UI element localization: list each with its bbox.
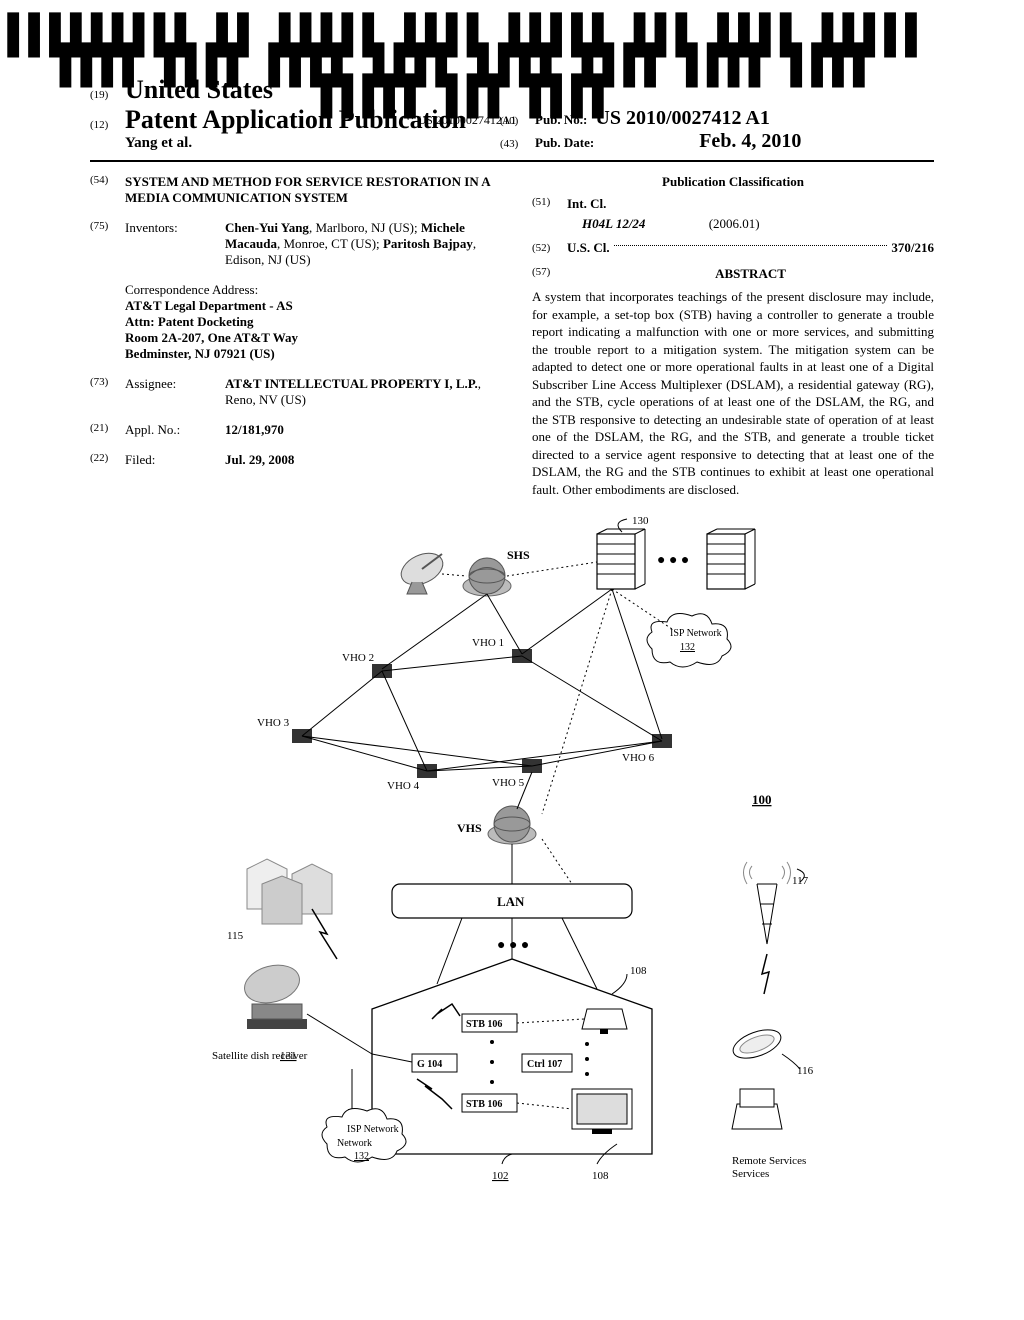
network-diagram: ● ● ● 130 bbox=[152, 514, 872, 1234]
sat-ref: 131 bbox=[280, 1050, 297, 1062]
ref-108a: 108 bbox=[630, 965, 647, 977]
laptop-icon bbox=[732, 1089, 782, 1129]
pubno: US 2010/0027412 A1 bbox=[595, 107, 769, 130]
applno: 12/181,970 bbox=[225, 422, 492, 438]
corr-line4: Bedminster, NJ 07921 (US) bbox=[125, 346, 492, 362]
pubno-num: (10) bbox=[500, 115, 535, 127]
remote-label: Remote Services bbox=[732, 1155, 806, 1167]
filed-label: Filed: bbox=[125, 452, 225, 468]
abstract: A system that incorporates teachings of … bbox=[532, 288, 934, 499]
applno-num: (21) bbox=[90, 422, 125, 438]
left-column: (54) SYSTEM AND METHOD FOR SERVICE RESTO… bbox=[90, 174, 492, 499]
vho4-label: VHO 4 bbox=[387, 780, 420, 792]
uscl-num: (52) bbox=[532, 242, 567, 254]
vho2-label: VHO 2 bbox=[342, 652, 374, 664]
ref-108b: 108 bbox=[592, 1170, 609, 1182]
tablet-icon bbox=[729, 1024, 784, 1064]
assignee-bold: AT&T INTELLECTUAL PROPERTY I, L.P. bbox=[225, 376, 478, 391]
gateway-label: G 104 bbox=[417, 1059, 442, 1070]
ref-100: 100 bbox=[752, 792, 772, 807]
patent-page: ▌▌▌▌▌▌▌▌▌ ▌▌ ▌▌▌▌▌ ▌▌▌▌ ▌▌▌▌▌ ▌▌▌ ▌▌▌▌ ▌… bbox=[0, 0, 1024, 1258]
abstract-num: (57) bbox=[532, 266, 567, 282]
ref-115: 115 bbox=[227, 930, 244, 942]
vhs-globe-icon bbox=[488, 806, 536, 844]
monitor-icon bbox=[582, 1009, 627, 1034]
intcl-label: Int. Cl. bbox=[567, 196, 606, 212]
title-num: (54) bbox=[90, 174, 125, 206]
isp2-ref: 132 bbox=[354, 1151, 369, 1162]
inventors-text: Chen-Yui Yang, Marlboro, NJ (US); Michel… bbox=[225, 220, 476, 267]
corr-line1: AT&T Legal Department - AS bbox=[125, 298, 492, 314]
abstract-header: ABSTRACT bbox=[567, 266, 934, 282]
inventors-num: (75) bbox=[90, 220, 125, 268]
applno-label: Appl. No.: bbox=[125, 422, 225, 438]
isp2-network: Network bbox=[337, 1138, 372, 1149]
buildings-icon bbox=[247, 859, 332, 924]
uscl-value: 370/216 bbox=[891, 240, 934, 256]
uscl-label: U.S. Cl. bbox=[567, 240, 610, 256]
ref-116: 116 bbox=[797, 1065, 814, 1077]
dots bbox=[614, 245, 888, 246]
vho6-label: VHO 6 bbox=[622, 752, 655, 764]
columns: (54) SYSTEM AND METHOD FOR SERVICE RESTO… bbox=[90, 174, 934, 499]
remote-label2: Services bbox=[732, 1168, 769, 1180]
stb2-label: STB 106 bbox=[466, 1099, 502, 1110]
filed: Jul. 29, 2008 bbox=[225, 452, 492, 468]
tv-icon bbox=[572, 1089, 632, 1134]
filed-num: (22) bbox=[90, 452, 125, 468]
intcl-num: (51) bbox=[532, 196, 567, 212]
divider bbox=[90, 160, 934, 162]
inventors: Chen-Yui Yang, Marlboro, NJ (US); Michel… bbox=[225, 220, 492, 268]
stb-label: STB 106 bbox=[466, 1019, 502, 1030]
server-icon bbox=[597, 529, 645, 589]
pubdate: Feb. 4, 2010 bbox=[699, 130, 801, 153]
dots-icon: ● ● ● bbox=[497, 938, 529, 953]
dots-icon: ● ● ● bbox=[657, 553, 689, 568]
isp2-label: ISP Network bbox=[347, 1124, 399, 1135]
ref-130: 130 bbox=[632, 515, 649, 527]
vho5-label: VHO 5 bbox=[492, 777, 525, 789]
corr-line3: Room 2A-207, One AT&T Way bbox=[125, 330, 492, 346]
vho1-label: VHO 1 bbox=[472, 637, 504, 649]
figure: ● ● ● 130 bbox=[90, 514, 934, 1238]
pubno-label: Pub. No.: bbox=[535, 112, 587, 128]
corr-line2: Attn: Patent Docketing bbox=[125, 314, 492, 330]
vhs-label: VHS bbox=[457, 821, 482, 835]
satellite-dish-icon bbox=[396, 547, 448, 594]
satellite-tv-icon bbox=[240, 959, 307, 1029]
isp-ref: 132 bbox=[680, 642, 695, 653]
server-icon bbox=[707, 529, 755, 589]
title: SYSTEM AND METHOD FOR SERVICE RESTORATIO… bbox=[125, 174, 492, 206]
pubdate-num: (43) bbox=[500, 138, 535, 150]
assignee-num: (73) bbox=[90, 376, 125, 408]
assignee: AT&T INTELLECTUAL PROPERTY I, L.P., Reno… bbox=[225, 376, 492, 408]
corr-label: Correspondence Address: bbox=[125, 282, 492, 298]
pub-info: (10) Pub. No.: US 2010/0027412 A1 (43) P… bbox=[500, 107, 801, 153]
lan-label: LAN bbox=[497, 894, 525, 909]
intcl-year: (2006.01) bbox=[709, 216, 760, 231]
isp-label: ISP Network bbox=[670, 628, 722, 639]
ctrl-label: Ctrl 107 bbox=[527, 1059, 562, 1070]
pubclass-header: Publication Classification bbox=[532, 174, 934, 190]
vho3-label: VHO 3 bbox=[257, 717, 290, 729]
barcode-graphic: ▌▌▌▌▌▌▌▌▌ ▌▌ ▌▌▌▌▌ ▌▌▌▌ ▌▌▌▌▌ ▌▌▌ ▌▌▌▌ ▌… bbox=[0, 20, 934, 111]
shs-globe-icon bbox=[463, 558, 511, 596]
pubdate-label: Pub. Date: bbox=[535, 135, 594, 151]
inventors-label: Inventors: bbox=[125, 220, 225, 268]
intcl-code: H04L 12/24 bbox=[582, 216, 645, 231]
ref-117: 117 bbox=[792, 875, 809, 887]
isp-cloud-icon bbox=[647, 613, 731, 666]
assignee-label: Assignee: bbox=[125, 376, 225, 408]
cell-tower-icon bbox=[744, 862, 791, 944]
shs-label: SHS bbox=[507, 548, 530, 562]
ref-102: 102 bbox=[492, 1170, 509, 1182]
right-column: Publication Classification (51) Int. Cl.… bbox=[532, 174, 934, 499]
